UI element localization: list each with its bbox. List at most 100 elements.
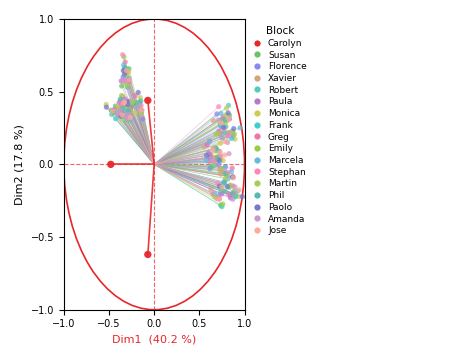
Point (229, 165, 236, 171)
Point (109, 108, 116, 114)
Point (231, 194, 239, 200)
Point (122, 117, 129, 123)
Point (219, 201, 226, 207)
Point (118, 78, 125, 84)
Point (217, 124, 225, 130)
Point (205, 150, 212, 156)
Point (222, 171, 230, 177)
Point (118, 112, 125, 118)
Point (226, 112, 233, 118)
Point (231, 188, 238, 194)
Point (107, 162, 115, 167)
Point (117, 112, 125, 118)
Point (121, 59, 129, 65)
Point (126, 108, 133, 114)
Point (119, 52, 126, 58)
Point (211, 194, 218, 200)
Point (114, 108, 121, 114)
Point (236, 194, 243, 199)
Point (125, 108, 132, 114)
Point (208, 157, 216, 163)
Point (117, 113, 124, 119)
Point (217, 171, 225, 177)
Point (225, 131, 232, 136)
Point (230, 126, 237, 131)
Point (219, 116, 226, 122)
Point (127, 108, 134, 114)
Point (135, 103, 142, 108)
Point (120, 113, 128, 119)
Point (226, 182, 234, 188)
Point (122, 108, 129, 114)
Point (229, 174, 236, 180)
Point (219, 121, 226, 126)
Point (223, 105, 230, 111)
Point (228, 129, 236, 134)
Point (114, 111, 121, 117)
Point (218, 185, 225, 191)
Point (226, 130, 233, 136)
Point (207, 156, 215, 161)
Point (118, 93, 125, 98)
Point (239, 194, 246, 199)
Point (218, 184, 226, 190)
Point (211, 145, 218, 151)
Point (125, 83, 132, 89)
Point (207, 152, 214, 158)
Point (114, 111, 121, 117)
Point (216, 148, 223, 154)
Point (120, 78, 127, 84)
Point (229, 183, 236, 189)
Point (212, 145, 219, 151)
Point (217, 202, 224, 208)
Point (118, 83, 125, 89)
Point (124, 115, 131, 121)
Point (216, 159, 223, 165)
Point (215, 117, 222, 123)
Point (124, 99, 131, 105)
Point (123, 67, 130, 72)
Point (221, 179, 228, 185)
X-axis label: Dim1  (40.2 %): Dim1 (40.2 %) (112, 335, 196, 345)
Point (216, 167, 223, 173)
Point (116, 100, 123, 105)
Point (204, 142, 211, 148)
Point (222, 117, 229, 123)
Point (225, 103, 232, 108)
Point (120, 62, 127, 68)
Point (217, 140, 224, 146)
Point (216, 183, 223, 189)
Point (115, 111, 122, 117)
Point (117, 109, 124, 115)
Point (211, 159, 218, 165)
Point (129, 99, 136, 105)
Point (120, 101, 128, 107)
Point (217, 120, 225, 126)
Point (119, 112, 126, 117)
Point (223, 119, 230, 125)
Point (132, 93, 139, 99)
Point (211, 163, 218, 168)
Point (200, 144, 207, 150)
Point (216, 157, 223, 163)
Point (125, 106, 133, 112)
Point (117, 102, 125, 107)
Point (206, 139, 213, 144)
Point (223, 173, 230, 179)
Point (213, 196, 221, 202)
Point (203, 158, 210, 163)
Point (218, 204, 226, 210)
Point (224, 171, 231, 177)
Point (102, 102, 110, 107)
Point (122, 78, 129, 84)
Point (209, 190, 217, 196)
Point (224, 172, 231, 178)
Point (217, 149, 224, 155)
Point (138, 108, 145, 113)
Point (208, 163, 216, 169)
Point (125, 77, 132, 82)
Point (217, 131, 224, 136)
Point (107, 107, 115, 113)
Point (229, 190, 236, 196)
Point (221, 165, 228, 170)
